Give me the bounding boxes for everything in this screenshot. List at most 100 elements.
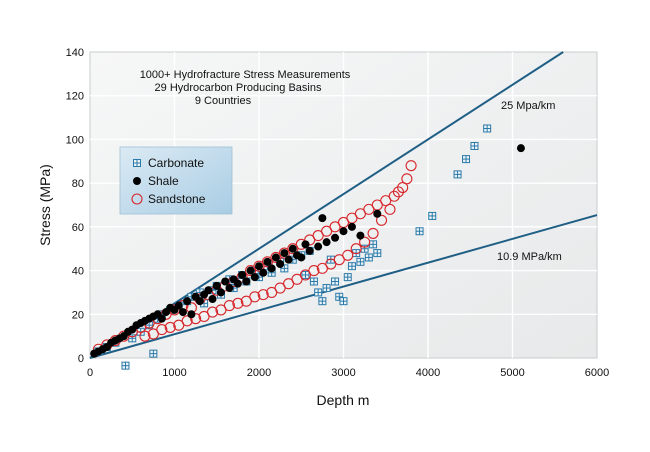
data-point-sandstone (405, 160, 417, 172)
y-axis-label: Stress (MPa) (37, 164, 53, 246)
data-point-shale (225, 284, 234, 293)
y-tick-label: 100 (66, 134, 84, 146)
data-point-carbonate (322, 284, 331, 293)
x-tick-label: 6000 (585, 367, 609, 379)
data-point-carbonate (347, 262, 356, 271)
data-point-sandstone (270, 251, 282, 264)
data-point-sandstone (375, 214, 388, 226)
data-point-shale (157, 314, 166, 323)
data-point-sandstone (299, 269, 312, 281)
legend-label-carbonate: Carbonate (148, 156, 204, 170)
legend-label-sandstone: Sandstone (148, 192, 206, 206)
annotation-line-3: 9 Countries (195, 95, 252, 107)
data-point-sandstone (139, 330, 151, 342)
data-point-carbonate (360, 244, 369, 253)
y-axis-ticks: 0 20 40 60 80 100 120 140 (66, 47, 84, 365)
reference-line-1 (89, 214, 598, 359)
data-point-shale (288, 244, 297, 253)
reference-line-label-25: 25 Mpa/km (501, 100, 555, 112)
y-tick-label: 0 (78, 353, 84, 365)
x-tick-label: 2000 (247, 367, 271, 379)
data-point-sandstone (304, 234, 316, 246)
legend-marker-shale (133, 177, 141, 185)
data-point-sandstone (291, 273, 303, 285)
legend-marker-shape (133, 159, 141, 167)
data-point-shale (250, 273, 259, 282)
data-point-shale (314, 242, 323, 251)
data-point-sandstone (274, 282, 286, 294)
data-point-carbonate (309, 277, 318, 286)
x-tick-label: 1000 (162, 367, 186, 379)
data-point-sandstone (397, 181, 409, 194)
data-point-shale (238, 270, 247, 279)
data-point-sandstone (359, 236, 371, 248)
data-point-carbonate (462, 155, 471, 164)
data-point-carbonate (280, 264, 289, 273)
data-point-carbonate (318, 297, 327, 306)
data-point-sandstone (287, 243, 299, 255)
data-point-sandstone (240, 295, 252, 307)
data-point-carbonate (149, 349, 158, 358)
data-point-sandstone (198, 310, 210, 323)
data-point-sandstone (384, 203, 396, 215)
data-point-shale (242, 277, 251, 286)
data-point-shale (297, 253, 306, 262)
annotation-line-1: 1000+ Hydrofracture Stress Measurements (140, 69, 351, 81)
data-point-sandstone (223, 299, 235, 312)
data-point-sandstone (283, 278, 295, 290)
data-point-sandstone (164, 321, 176, 333)
x-axis-label: Depth m (317, 392, 370, 408)
data-point-shale (339, 227, 348, 236)
data-point-carbonate (483, 124, 492, 133)
data-point-carbonate (364, 253, 373, 262)
x-tick-label: 3000 (331, 367, 355, 379)
data-point-sandstone (181, 315, 193, 327)
y-tick-label: 40 (72, 266, 84, 278)
data-point-sandstone (190, 313, 202, 325)
data-point-sandstone (392, 186, 404, 198)
data-point-shale (183, 297, 192, 306)
data-point-shale (221, 277, 230, 286)
data-point-sandstone (232, 297, 244, 309)
y-tick-label: 60 (72, 222, 84, 234)
x-tick-label: 4000 (416, 367, 440, 379)
reference-line-label-10-9: 10.9 MPa/km (497, 251, 562, 263)
data-point-shale (267, 264, 276, 273)
data-point-sandstone (173, 319, 185, 331)
data-point-shale (187, 310, 196, 319)
data-point-shale (301, 240, 310, 249)
data-points (90, 124, 525, 370)
data-point-shale (212, 281, 221, 290)
data-point-shale (208, 294, 217, 303)
data-point-sandstone (316, 262, 328, 274)
data-point-sandstone (253, 260, 265, 272)
data-point-sandstone (206, 306, 219, 318)
data-point-sandstone (147, 328, 159, 340)
data-point-sandstone (333, 254, 345, 266)
data-point-shale (195, 297, 204, 306)
data-point-sandstone (312, 230, 324, 242)
x-tick-label: 0 (87, 367, 93, 379)
x-axis-ticks: 0 1000 2000 3000 4000 5000 6000 (87, 367, 609, 379)
data-point-carbonate (369, 240, 378, 249)
data-point-shale (174, 301, 183, 310)
data-point-shale (246, 266, 255, 275)
data-point-carbonate (343, 273, 352, 282)
data-point-sandstone (354, 208, 366, 220)
annotation-line-2: 29 Hydrocarbon Producing Basins (155, 82, 322, 94)
data-point-carbonate (428, 211, 437, 220)
data-point-shale (284, 255, 293, 264)
data-point-sandstone (367, 227, 379, 239)
legend: Carbonate Shale Sandstone (119, 146, 233, 215)
y-tick-label: 140 (66, 47, 84, 59)
data-point-shale (263, 257, 272, 266)
data-point-shale (373, 209, 382, 218)
data-point-carbonate (331, 277, 340, 286)
data-point-shale (233, 279, 242, 288)
data-point-shale (280, 249, 289, 258)
data-point-sandstone (261, 256, 274, 268)
y-tick-label: 20 (72, 309, 84, 321)
data-point-sandstone (266, 286, 278, 298)
data-point-carbonate (335, 292, 344, 301)
data-point-shale (276, 260, 285, 269)
